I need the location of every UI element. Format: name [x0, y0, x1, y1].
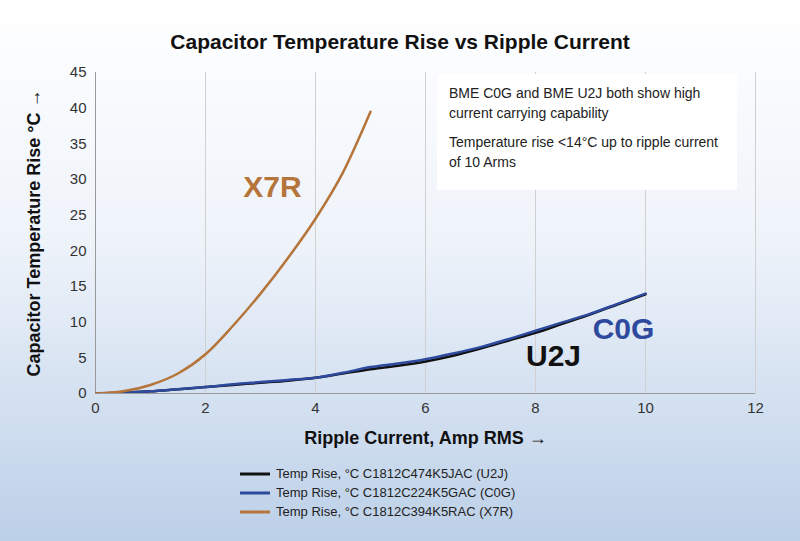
svg-text:15: 15 — [70, 277, 87, 294]
html-text:Temp Rise, °C C1812C224K5GAC (: Temp Rise, °C C1812C224K5GAC (C0G) — [276, 485, 516, 500]
svg-text:X7R: X7R — [243, 170, 302, 203]
svg-text:U2J: U2J — [526, 339, 581, 372]
svg-text:40: 40 — [70, 99, 87, 116]
svg-text:12: 12 — [747, 399, 764, 416]
svg-text:8: 8 — [531, 399, 539, 416]
svg-text:4: 4 — [311, 399, 319, 416]
svg-text:10: 10 — [637, 399, 654, 416]
svg-text:6: 6 — [421, 399, 429, 416]
html-text:Capacitor Temperature Rise vs: Capacitor Temperature Rise vs Ripple Cur… — [170, 30, 630, 53]
svg-text:25: 25 — [70, 206, 87, 223]
html-text:BME C0G and BME U2J both show: BME C0G and BME U2J both show high curre… — [449, 85, 701, 121]
svg-text:0: 0 — [78, 384, 86, 401]
svg-text:20: 20 — [70, 242, 87, 259]
svg-text:Capacitor Temperature Rise °C: Capacitor Temperature Rise °C → — [24, 90, 44, 377]
svg-text:C0G: C0G — [593, 312, 655, 345]
html-text:Temp Rise, °C C1812C394K5RAC (: Temp Rise, °C C1812C394K5RAC (X7R) — [276, 504, 514, 519]
svg-text:Ripple Current, Amp RMS →: Ripple Current, Amp RMS → — [304, 428, 546, 448]
svg-text:30: 30 — [70, 170, 87, 187]
svg-text:5: 5 — [78, 349, 86, 366]
html-text:Temperature rise <14°C up to r: Temperature rise <14°C up to ripple curr… — [449, 134, 718, 170]
html-text:Temp Rise, °C C1812C474K5JAC (: Temp Rise, °C C1812C474K5JAC (U2J) — [276, 466, 509, 481]
svg-text:35: 35 — [70, 135, 87, 152]
svg-text:0: 0 — [91, 399, 99, 416]
svg-text:10: 10 — [70, 313, 87, 330]
svg-text:2: 2 — [201, 399, 209, 416]
svg-text:45: 45 — [70, 63, 87, 80]
